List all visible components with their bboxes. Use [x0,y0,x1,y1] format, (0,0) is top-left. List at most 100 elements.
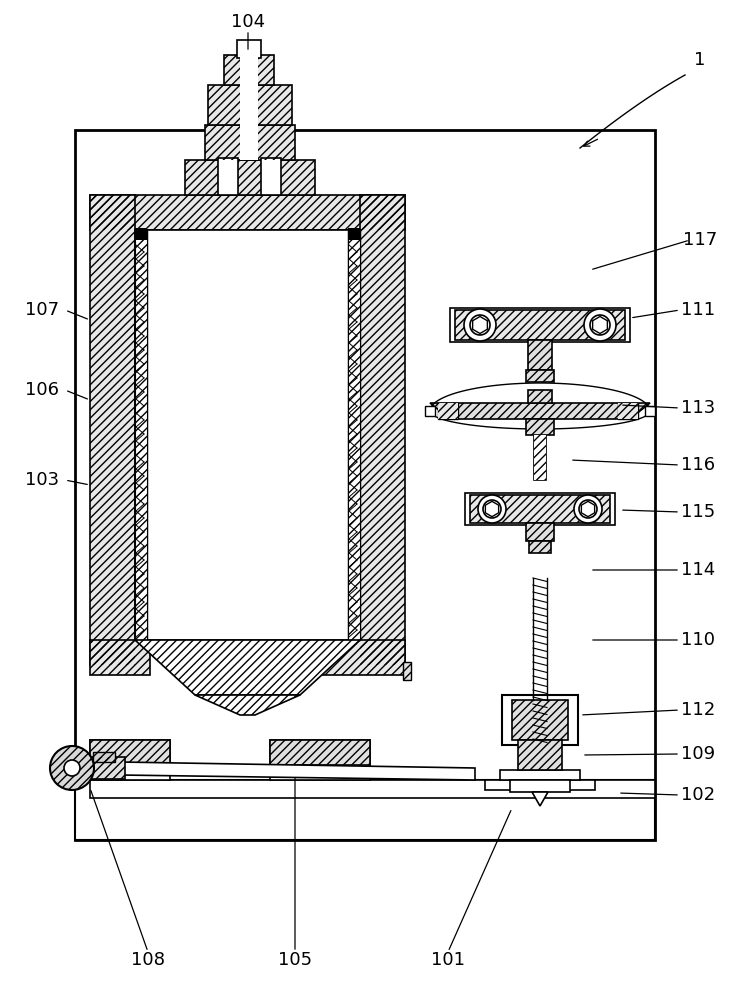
Bar [528,340,552,370]
Bar [205,125,255,160]
Bar [529,541,551,553]
Bar [135,230,147,640]
Bar [90,740,170,765]
Text: 110: 110 [681,631,715,649]
Bar [526,370,554,382]
Circle shape [470,315,490,335]
Bar [348,228,360,240]
Bar [90,780,655,798]
Bar [348,230,360,640]
Bar [305,640,405,675]
Text: 111: 111 [681,301,715,319]
Bar [75,130,655,840]
Circle shape [574,495,602,523]
Bar [270,740,370,765]
Bar [526,523,554,541]
Bar [245,125,295,160]
Bar [240,55,258,160]
Polygon shape [593,316,608,334]
Bar [237,40,261,58]
Bar [185,160,315,195]
Bar [512,700,568,740]
Bar [645,406,655,416]
Circle shape [478,495,506,523]
Bar [90,195,405,230]
Bar [450,308,630,342]
Bar [510,780,570,792]
Bar [261,158,281,195]
Bar [470,495,610,523]
Bar [90,640,150,675]
Bar [93,752,115,762]
Text: 105: 105 [278,951,312,969]
Bar [528,340,552,370]
Text: 103: 103 [25,471,59,489]
Bar [500,770,580,780]
Circle shape [584,309,616,341]
Bar [348,230,360,640]
Text: 114: 114 [681,561,715,579]
Circle shape [50,746,94,790]
Text: 117: 117 [683,231,717,249]
Bar [90,757,125,779]
Bar [438,403,458,419]
Bar [247,85,292,125]
Bar [90,195,135,665]
Bar [518,740,562,770]
Polygon shape [581,501,595,517]
Bar [526,419,554,435]
Bar [360,195,405,665]
Bar [270,740,370,780]
Bar [90,195,135,665]
Bar [90,640,150,675]
Bar [470,495,610,523]
Bar [465,493,615,525]
Bar [618,403,638,419]
Bar [512,700,568,740]
Bar [305,640,405,675]
Text: 104: 104 [231,13,265,31]
Circle shape [483,500,501,518]
Text: 112: 112 [681,701,715,719]
Bar [218,158,238,195]
Text: 115: 115 [681,503,715,521]
Bar [534,435,546,480]
Text: 113: 113 [681,399,715,417]
Circle shape [64,760,80,776]
Bar [93,752,115,762]
Bar [245,125,295,160]
Bar [90,740,170,780]
Bar [438,403,458,419]
Bar [403,662,411,680]
Bar [224,55,274,85]
Text: 106: 106 [25,381,59,399]
Bar [185,160,315,195]
Polygon shape [120,762,475,780]
Bar [224,55,274,85]
Bar [438,403,458,419]
Bar [534,435,546,480]
Bar [135,228,147,240]
Text: 116: 116 [681,456,715,474]
Bar [502,695,578,745]
Bar [529,541,551,553]
Bar [135,230,147,640]
Circle shape [590,315,610,335]
Bar [135,230,147,640]
Text: 107: 107 [25,301,59,319]
Bar [455,310,625,340]
Bar [526,419,554,435]
Bar [528,390,552,403]
Bar [455,310,625,340]
Bar [205,125,255,160]
Bar [90,757,125,779]
Circle shape [579,500,597,518]
Text: 109: 109 [681,745,715,763]
Text: 102: 102 [681,786,715,804]
Bar [403,662,411,680]
Bar [90,740,170,765]
Bar [360,195,405,665]
Polygon shape [485,501,499,517]
Bar [518,740,562,770]
Bar [528,390,552,403]
